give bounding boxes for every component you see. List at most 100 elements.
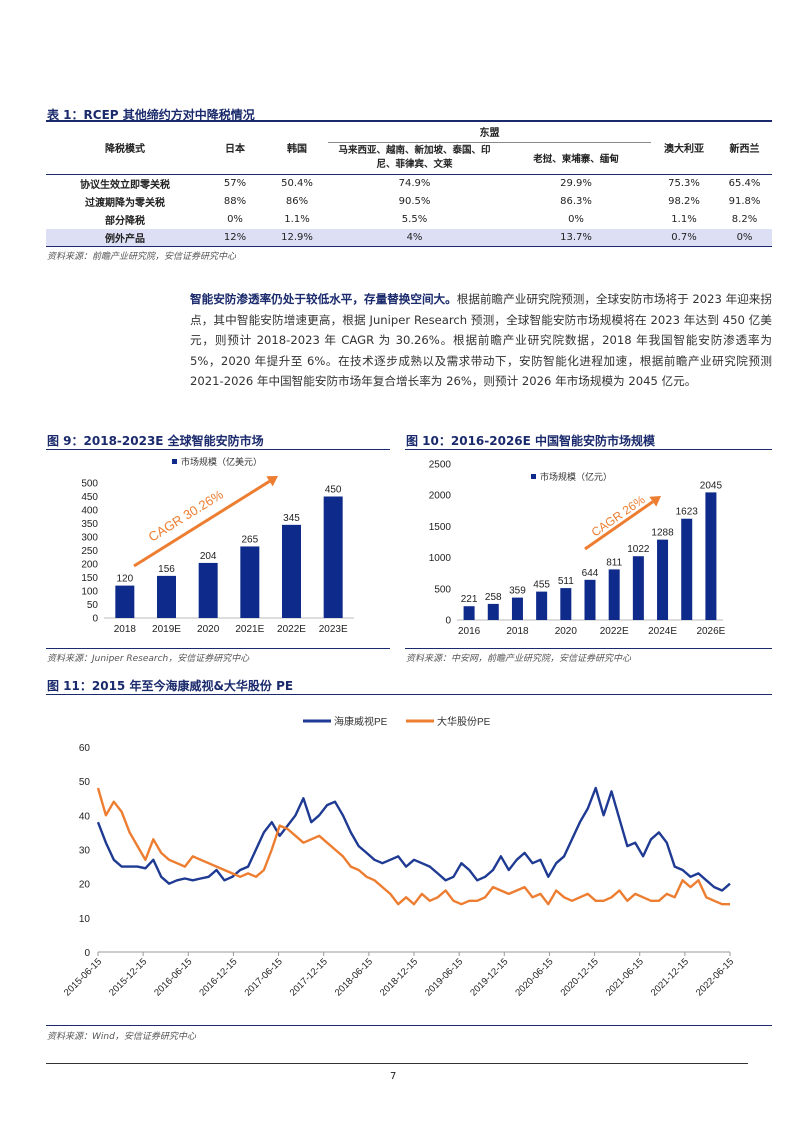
bar	[657, 539, 669, 620]
data-label: 156	[158, 564, 175, 575]
x-tick-label: 2018-12-15	[378, 956, 420, 998]
x-tick-label: 2022E	[277, 624, 306, 635]
data-label: 120	[116, 574, 133, 585]
x-tick-label: 2022E	[600, 626, 629, 637]
header-asean-b: 老挝、柬埔寨、缅甸	[533, 154, 619, 165]
series-line-hik	[96, 786, 731, 892]
y-tick-label: 50	[87, 600, 99, 611]
fig11-line-chart: 海康威视PE 大华股份PE 0 10 20 30 40 50 60 2015-06-15 2015-…	[62, 715, 736, 998]
y-tick-label: 500	[434, 584, 451, 595]
header-asean: 东盟	[328, 122, 651, 143]
paragraph-lead: 智能安防渗透率仍处于较低水平，存量替换空间大。	[190, 292, 457, 306]
x-tick-label: 2022-06-15	[694, 956, 736, 998]
y-tick-label: 150	[81, 573, 98, 584]
fig9-title: 图 9：2018-2023E 全球智能安防市场	[47, 434, 264, 448]
x-tick-label: 2020-06-15	[513, 956, 555, 998]
y-tick-label: 0	[92, 614, 98, 625]
y-tick-label: 20	[79, 880, 91, 891]
data-label: 1288	[651, 528, 674, 539]
data-label: 644	[582, 568, 599, 579]
y-tick-label: 500	[81, 479, 98, 490]
fig9-bar-chart: 市场规模（亿美元） 0 50 100 150 200 250 300 350 400 450 500 1…	[81, 456, 354, 635]
fig10-bar-chart: 市场规模（亿元） 0 500 1000 1500 2000 2500 221 2016 258 35…	[429, 460, 726, 638]
x-tick-label: 2019-12-15	[468, 956, 510, 998]
x-tick-label: 2016	[458, 626, 481, 637]
header-asean-group: 东盟 马来西亚、越南、新加坡、泰国、印尼、菲律宾、文莱 老挝、柬埔寨、缅甸	[328, 122, 651, 174]
x-tick-label: 2018	[506, 626, 529, 637]
header-newzealand: 新西兰	[729, 144, 760, 156]
y-tick-label: 2000	[429, 491, 452, 502]
data-label: 1623	[676, 507, 699, 518]
data-label: 204	[200, 551, 217, 562]
table-header-row: 降税模式 日本 韩国 东盟 马来西亚、越南、新加坡、泰国、印尼、菲律宾、文莱 老…	[46, 122, 772, 174]
y-tick-label: 0	[84, 948, 90, 959]
x-tick-label: 2016-06-15	[152, 956, 194, 998]
x-tick-label: 2016-12-15	[197, 956, 239, 998]
x-tick-label: 2020	[197, 624, 220, 635]
x-tick-label: 2023E	[319, 624, 348, 635]
y-tick-label: 400	[81, 506, 98, 517]
paragraph-body: 根据前瞻产业研究院预测，全球安防市场将于 2023 年迎来拐点，其中智能安防增速…	[190, 292, 772, 388]
bar	[463, 606, 475, 620]
x-tick-label: 2019E	[152, 624, 181, 635]
data-label: 1022	[627, 544, 650, 555]
y-tick-label: 10	[79, 914, 91, 925]
cagr-arrow	[584, 500, 654, 551]
y-tick-label: 2500	[429, 460, 452, 471]
y-tick-label: 60	[79, 743, 91, 754]
x-tick-label: 2017-12-15	[288, 956, 330, 998]
data-label: 450	[325, 485, 342, 496]
y-tick-label: 250	[81, 546, 98, 557]
y-tick-label: 30	[79, 846, 91, 857]
fig10-title: 图 10：2016-2026E 中国智能安防市场规模	[406, 434, 656, 448]
x-tick-label: 2020-12-15	[559, 956, 601, 998]
fig10-source: 资料来源：中安网，前瞻产业研究院，安信证券研究中心	[406, 654, 632, 664]
header-korea: 韩国	[287, 144, 307, 156]
x-tick-label: 2019-06-15	[423, 956, 465, 998]
bar	[487, 603, 499, 620]
x-tick-label: 2018-06-15	[333, 956, 375, 998]
bar	[240, 546, 260, 618]
x-tick-label: 2021E	[235, 624, 264, 635]
header-australia: 澳大利亚	[664, 144, 704, 156]
y-tick-label: 40	[79, 811, 91, 822]
header-mode: 降税模式	[105, 144, 145, 156]
bar	[115, 585, 135, 618]
y-tick-label: 100	[81, 587, 98, 598]
data-label: 455	[533, 580, 550, 591]
bar	[705, 492, 717, 620]
y-tick-label: 1500	[429, 522, 452, 533]
table1-top-rule	[46, 120, 772, 122]
x-tick-label: 2020	[555, 626, 578, 637]
bar	[323, 496, 343, 618]
header-asean-a: 马来西亚、越南、新加坡、泰国、印尼、菲律宾、文莱	[338, 145, 491, 170]
bar	[632, 556, 644, 620]
y-tick-label: 350	[81, 519, 98, 530]
table-row: 过渡期降为零关税 88% 86% 90.5% 86.3% 98.2% 91.8%	[85, 196, 761, 209]
page-number: 7	[390, 1071, 397, 1082]
legend-label-hik: 海康威视PE	[334, 715, 388, 728]
x-tick-label: 2024E	[648, 626, 677, 637]
data-label: 2045	[700, 480, 723, 491]
table1-title: 表 1：RCEP 其他缔约方对中降税情况	[47, 108, 255, 122]
y-tick-label: 300	[81, 533, 98, 544]
cagr-arrowhead	[266, 476, 278, 487]
series-line-dahua	[96, 787, 730, 906]
y-tick-label: 200	[81, 560, 98, 571]
bar	[584, 579, 596, 620]
x-tick-label: 2018	[114, 624, 137, 635]
legend-swatch	[531, 474, 536, 479]
data-label: 258	[485, 592, 502, 603]
header-japan: 日本	[225, 144, 245, 156]
data-label: 345	[283, 513, 300, 524]
bar	[608, 569, 620, 620]
bar	[198, 562, 218, 618]
rcep-table: 降税模式 日本 韩国 东盟 马来西亚、越南、新加坡、泰国、印尼、菲律宾、文莱 老…	[46, 122, 772, 247]
bar	[681, 518, 693, 620]
data-label: 511	[558, 576, 574, 587]
table-row: 协议生效立即零关税 57% 50.4% 74.9% 29.9% 75.3% 65…	[80, 178, 761, 191]
fig11-title: 图 11：2015 年至今海康威视&大华股份 PE	[47, 679, 294, 693]
bar	[511, 597, 523, 620]
cagr-annotation: CAGR 26%	[584, 492, 661, 551]
y-tick-label: 50	[79, 777, 91, 788]
